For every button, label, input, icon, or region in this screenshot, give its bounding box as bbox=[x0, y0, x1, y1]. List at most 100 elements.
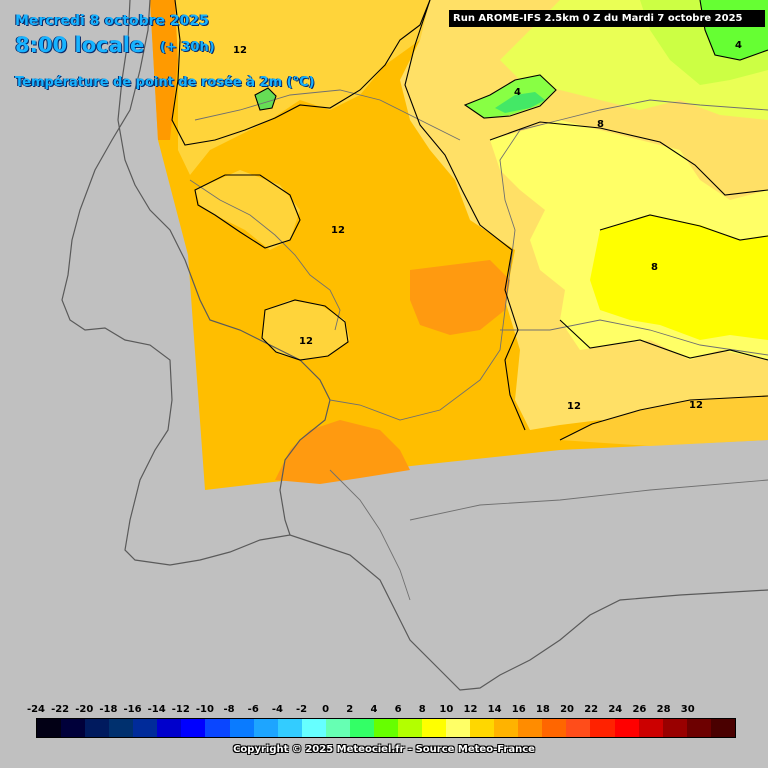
legend-swatch bbox=[638, 719, 663, 737]
region-border-1 bbox=[194, 89, 461, 141]
legend-tick-label: 20 bbox=[560, 704, 574, 715]
legend-swatch bbox=[614, 719, 639, 737]
legend-tick-label: 12 bbox=[463, 704, 478, 715]
legend-swatch bbox=[446, 719, 471, 737]
legend-tick-label: -22 bbox=[51, 704, 70, 715]
legend-tick-label: 4 bbox=[370, 704, 378, 715]
legend-tick-label: -10 bbox=[195, 704, 214, 715]
dewpoint-zone-12-north bbox=[175, 0, 430, 175]
contour-label: 4 bbox=[735, 40, 742, 51]
legend-tick-label: -16 bbox=[123, 704, 142, 715]
dewpoint-zone-12-north2 bbox=[195, 170, 300, 250]
region-border-4 bbox=[409, 479, 768, 521]
legend-swatch bbox=[37, 719, 62, 737]
isoline-4-north bbox=[463, 74, 557, 119]
legend-tick-label: -14 bbox=[147, 704, 166, 715]
isoline-12-north bbox=[171, 0, 431, 146]
dewpoint-zone-12-south bbox=[560, 395, 768, 446]
legend-swatch bbox=[662, 719, 687, 737]
dewpoint-zone-6-east bbox=[590, 215, 768, 340]
legend-tick-label: -24 bbox=[26, 704, 46, 715]
legend-bar bbox=[36, 718, 736, 738]
legend-swatch bbox=[470, 719, 495, 737]
legend-swatch bbox=[325, 719, 350, 737]
parameter-title: Température de point de rosée à 2m (°C) bbox=[15, 75, 315, 90]
isoline-green-spot bbox=[254, 87, 277, 111]
isoline-8-south bbox=[559, 319, 768, 361]
legend-tick-label: -8 bbox=[223, 704, 235, 715]
contour-label: 4 bbox=[514, 87, 521, 98]
legend-swatch bbox=[373, 719, 398, 737]
dewpoint-zone-2-green-spot bbox=[255, 88, 276, 110]
legend-swatch bbox=[301, 719, 326, 737]
legend-tick-label: 2 bbox=[346, 704, 354, 715]
legend-tick-label: 18 bbox=[535, 704, 550, 715]
border-portugal-spain bbox=[117, 0, 331, 536]
legend-swatch bbox=[109, 719, 134, 737]
legend-swatch bbox=[229, 719, 254, 737]
isolines bbox=[171, 0, 768, 441]
legend-swatch bbox=[133, 719, 158, 737]
legend-swatch bbox=[181, 719, 206, 737]
legend-swatch bbox=[157, 719, 182, 737]
copyright: Copyright © 2025 Meteociel.fr - Source M… bbox=[233, 744, 535, 755]
legend-swatch bbox=[590, 719, 615, 737]
legend-swatch bbox=[61, 719, 86, 737]
forecast-date: Mercredi 8 octobre 2025 bbox=[15, 13, 209, 29]
region-border-2 bbox=[500, 319, 768, 356]
legend-tick-label: 22 bbox=[584, 704, 599, 715]
contour-label: 12 bbox=[689, 400, 703, 411]
region-border-3 bbox=[329, 469, 411, 601]
legend-tick-label: -4 bbox=[271, 704, 283, 715]
legend-tick-label: 30 bbox=[680, 704, 695, 715]
legend-swatch bbox=[566, 719, 591, 737]
contour-label: 12 bbox=[299, 336, 313, 347]
legend-swatch bbox=[253, 719, 278, 737]
contour-label: 8 bbox=[651, 262, 658, 273]
legend-tick-label: -18 bbox=[99, 704, 118, 715]
legend-tick-label: -12 bbox=[171, 704, 190, 715]
dewpoint-zone-14 bbox=[150, 0, 178, 140]
isoline-8-east bbox=[489, 121, 768, 196]
contour-label: 12 bbox=[233, 45, 247, 56]
legend-tick-label: 26 bbox=[632, 704, 647, 715]
legend-swatch bbox=[494, 719, 519, 737]
contour-label: 8 bbox=[597, 119, 604, 130]
legend-tick-label: -6 bbox=[247, 704, 259, 715]
legend-swatch bbox=[349, 719, 374, 737]
legend-ticks: -24 -22 -20 -18 -16 -14 -12 -10 -8 -6 -4 -2 0 2 4 6 8 10 1… bbox=[27, 704, 736, 718]
legend-tick-label: 6 bbox=[394, 704, 402, 715]
dewpoint-zone-2-north bbox=[495, 92, 545, 113]
isoline-12-east bbox=[404, 0, 526, 431]
legend-tick-label: 28 bbox=[656, 704, 671, 715]
legend-swatch bbox=[686, 719, 711, 737]
isoline-6-east bbox=[599, 214, 768, 241]
coastline-portugal bbox=[61, 0, 768, 691]
dewpoint-zone-14-south bbox=[275, 420, 410, 484]
isoline-12-west bbox=[194, 174, 301, 249]
dewpoint-zone-14-centre bbox=[410, 260, 510, 335]
legend-tick-label: 24 bbox=[608, 704, 623, 715]
legend-swatch bbox=[397, 719, 422, 737]
contour-label: 12 bbox=[567, 401, 581, 412]
legend-tick-label: 14 bbox=[487, 704, 502, 715]
legend-swatch bbox=[542, 719, 567, 737]
contour-labels: 12 4 8 4 12 12 8 12 12 bbox=[233, 40, 742, 412]
run-banner: Run AROME-IFS 2.5km 0 Z du Mardi 7 octob… bbox=[449, 10, 765, 27]
forecast-offset: (+ 30h) bbox=[160, 40, 215, 55]
isoline-12-south bbox=[559, 395, 768, 441]
legend-tick-label: 8 bbox=[418, 704, 426, 715]
color-legend: -24 -22 -20 -18 -16 -14 -12 -10 -8 -6 -4 -2 0 2 4 6 8 10 1… bbox=[27, 704, 736, 738]
borders bbox=[61, 0, 768, 691]
legend-tick-label: 0 bbox=[322, 704, 330, 715]
dewpoint-zone-4-north bbox=[465, 75, 555, 118]
legend-tick-label: -2 bbox=[295, 704, 308, 715]
legend-swatch bbox=[710, 719, 735, 737]
legend-swatch bbox=[205, 719, 230, 737]
contour-label: 12 bbox=[331, 225, 345, 236]
legend-swatch bbox=[277, 719, 302, 737]
legend-swatch bbox=[85, 719, 110, 737]
legend-tick-label: 16 bbox=[511, 704, 526, 715]
